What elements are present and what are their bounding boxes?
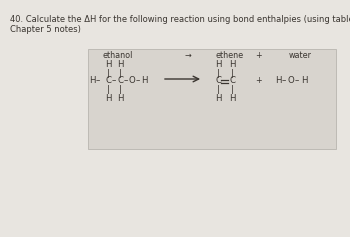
Text: +: + <box>255 51 261 60</box>
Text: |: | <box>217 69 219 78</box>
Text: –: – <box>112 76 116 85</box>
Text: –: – <box>282 76 286 85</box>
Text: H: H <box>229 60 235 69</box>
Text: O: O <box>129 76 135 85</box>
Text: H: H <box>105 94 111 103</box>
Text: Chapter 5 notes): Chapter 5 notes) <box>10 25 81 34</box>
Text: H: H <box>89 76 95 85</box>
Text: |: | <box>217 85 219 94</box>
Text: ethanol: ethanol <box>103 51 133 60</box>
FancyBboxPatch shape <box>88 49 336 149</box>
Text: |: | <box>119 85 121 94</box>
Text: H: H <box>215 60 221 69</box>
Text: –: – <box>295 76 299 85</box>
Text: O: O <box>288 76 294 85</box>
Text: |: | <box>231 69 233 78</box>
Text: H: H <box>117 60 123 69</box>
Text: H: H <box>141 76 147 85</box>
Text: water: water <box>288 51 312 60</box>
Text: –: – <box>124 76 128 85</box>
Text: C: C <box>215 76 221 85</box>
Text: H: H <box>117 94 123 103</box>
Text: |: | <box>106 85 110 94</box>
Text: –: – <box>96 76 100 85</box>
Text: |: | <box>119 69 121 78</box>
Text: H: H <box>215 94 221 103</box>
Text: C: C <box>229 76 235 85</box>
Text: +: + <box>255 76 261 85</box>
Text: H: H <box>105 60 111 69</box>
Text: C: C <box>117 76 123 85</box>
Text: H: H <box>301 76 307 85</box>
Text: |: | <box>106 69 110 78</box>
Text: C: C <box>105 76 111 85</box>
Text: –: – <box>136 76 140 85</box>
Text: H: H <box>229 94 235 103</box>
Text: →: → <box>185 51 191 60</box>
Text: |: | <box>231 85 233 94</box>
Text: 40. Calculate the ΔH for the following reaction using bond enthalpies (using tab: 40. Calculate the ΔH for the following r… <box>10 15 350 24</box>
Text: H: H <box>275 76 281 85</box>
Text: ethene: ethene <box>216 51 244 60</box>
